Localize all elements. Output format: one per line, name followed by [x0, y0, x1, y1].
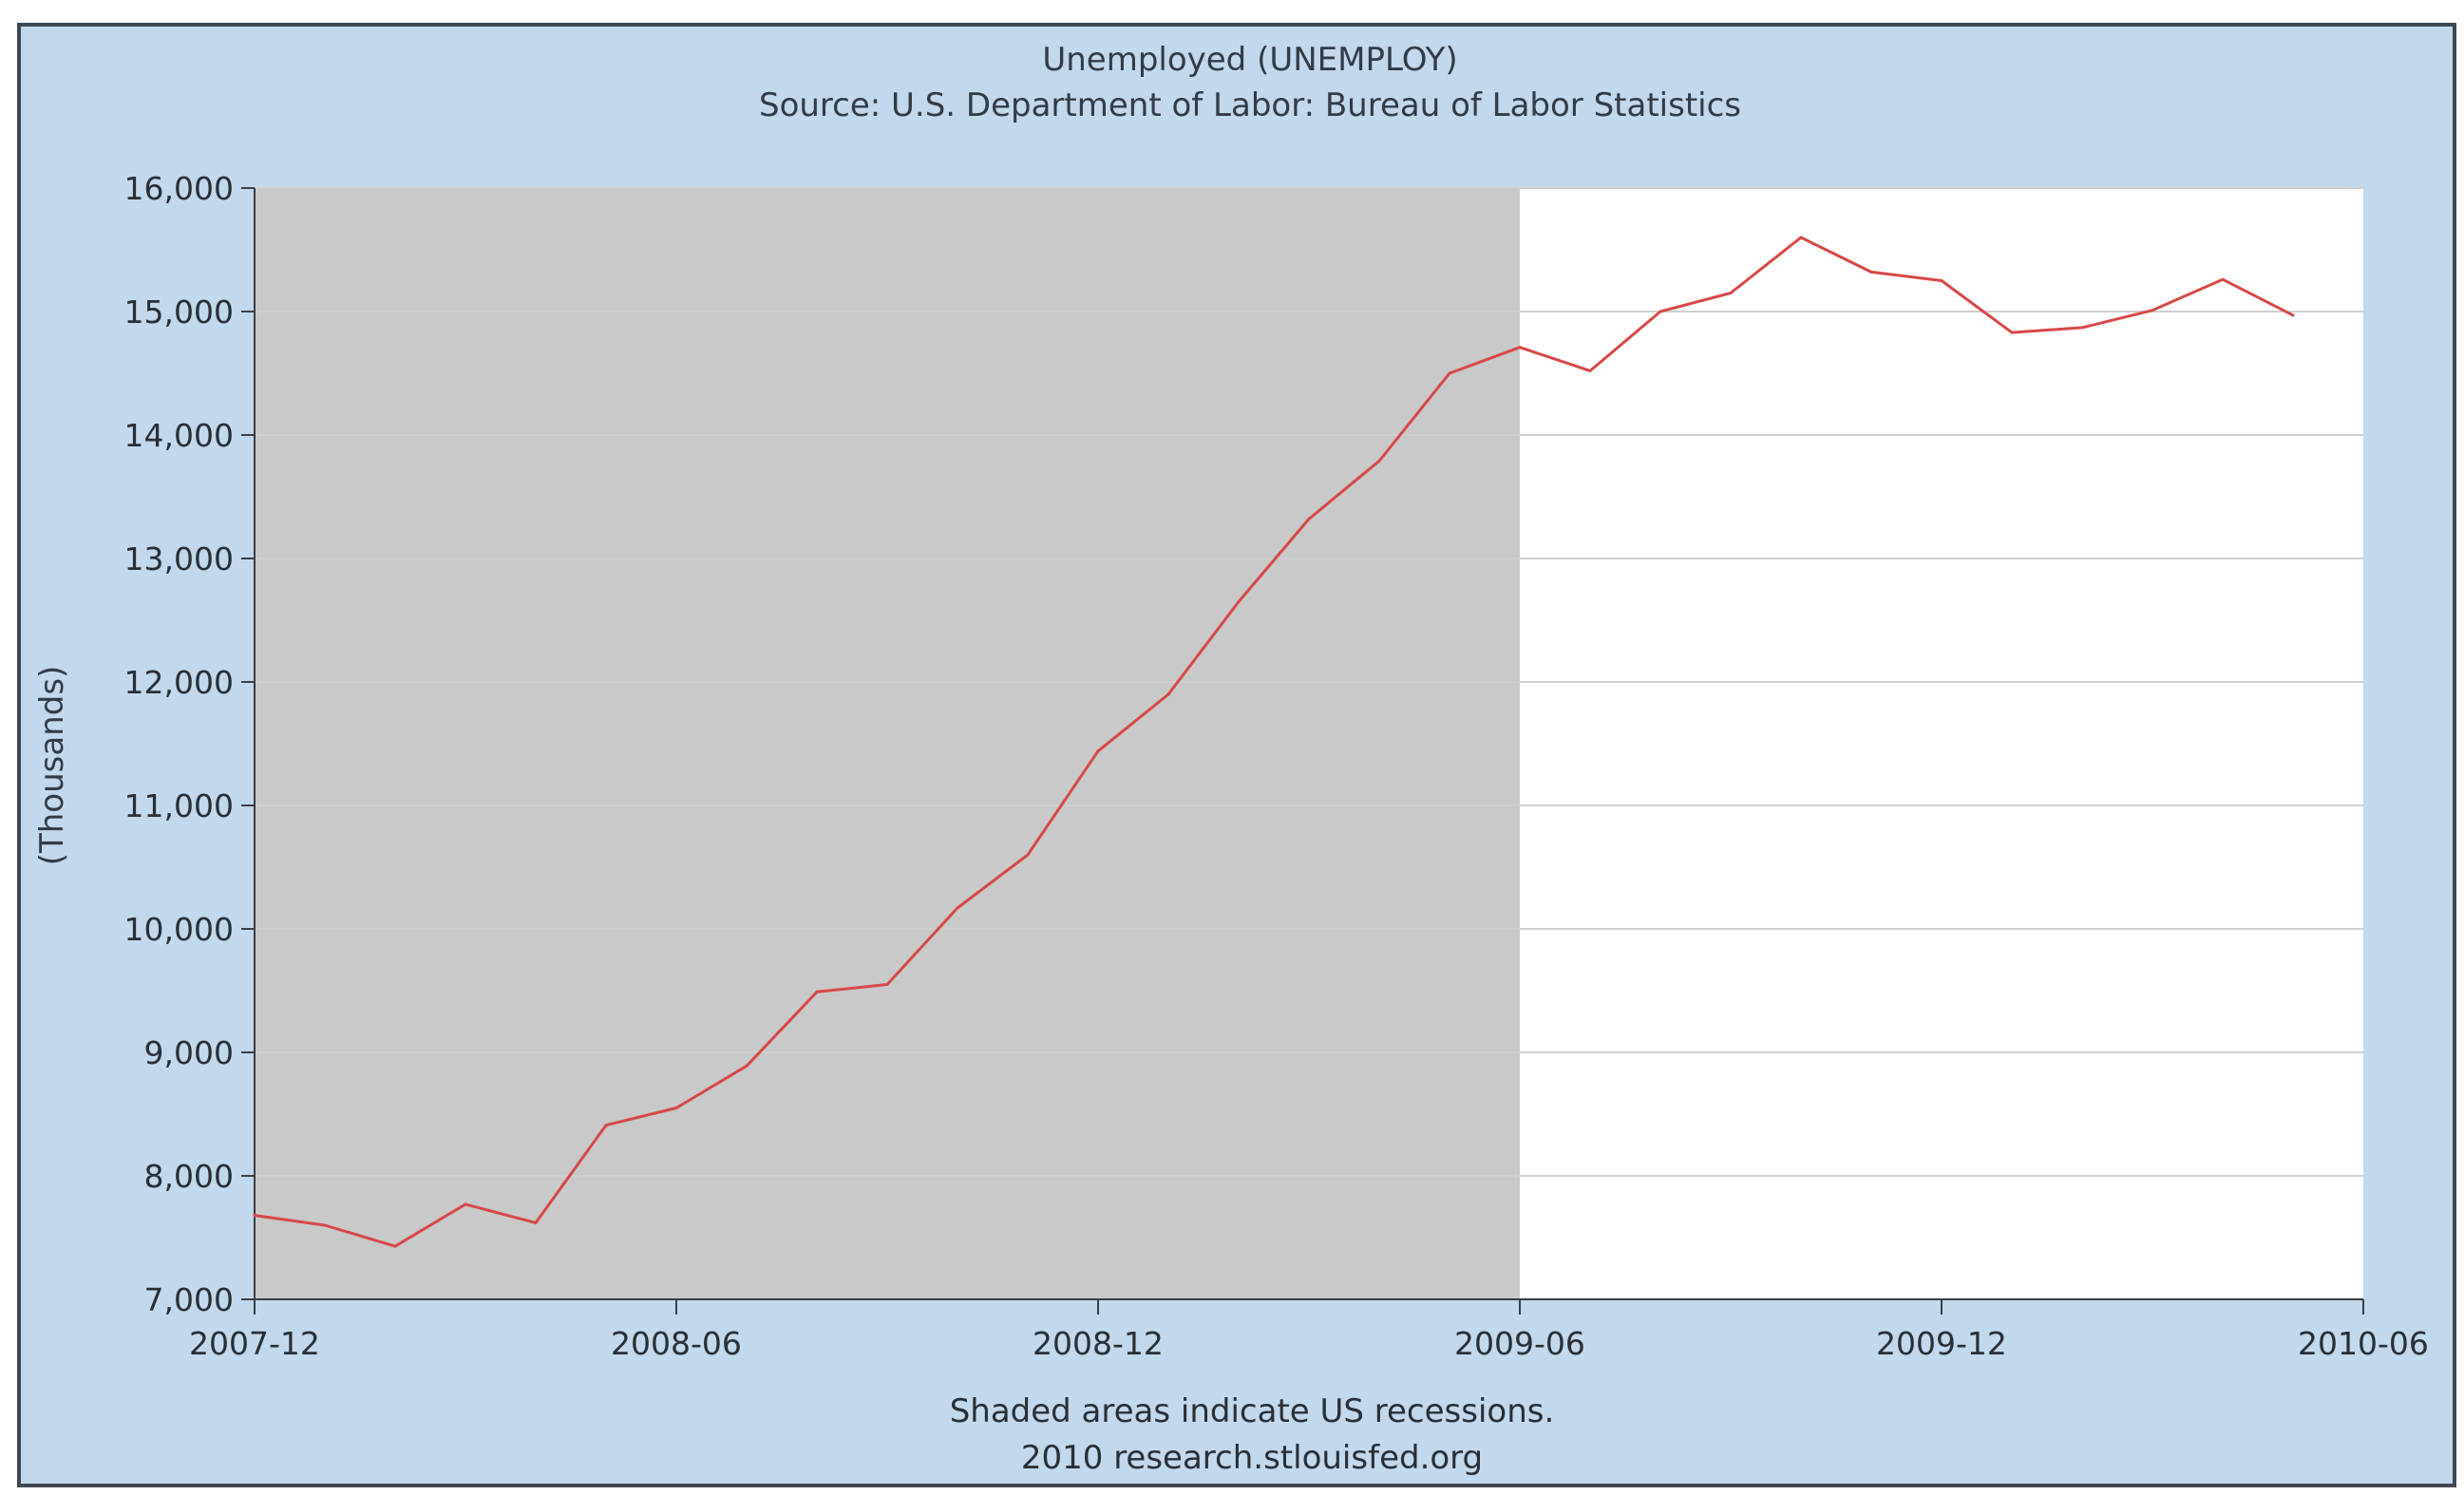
data-point [253, 1214, 256, 1218]
data-point [745, 1064, 749, 1068]
y-tick-label: 16,000 [124, 170, 234, 207]
y-tick-label: 13,000 [124, 540, 234, 577]
data-point [1869, 270, 1873, 274]
x-tick-label: 2008-12 [1033, 1325, 1164, 1362]
x-tick-label: 2010-06 [2298, 1325, 2429, 1362]
data-point [1026, 853, 1030, 857]
data-point [1096, 749, 1100, 753]
data-point [1799, 236, 1803, 239]
data-point [393, 1244, 397, 1248]
data-point [956, 906, 959, 910]
note-recessions: Shaded areas indicate US recessions. [950, 1392, 1555, 1430]
x-tick-label: 2009-12 [1876, 1325, 2007, 1362]
y-tick-label: 9,000 [144, 1034, 234, 1071]
y-tick-label: 14,000 [124, 417, 234, 454]
data-point [1940, 279, 1943, 282]
plot-area: 16,000 15,000 14,000 13,000 12,000 11,000 10,0… [124, 170, 2429, 1362]
y-tick-label: 11,000 [124, 787, 234, 824]
data-point [604, 1124, 608, 1127]
chart-subtitle: Source: U.S. Department of Labor: Bureau… [759, 86, 1741, 124]
data-point [1237, 600, 1241, 603]
y-tick-label: 7,000 [144, 1281, 234, 1318]
x-tick-label: 2009-06 [1454, 1325, 1585, 1362]
data-point [1448, 371, 1451, 375]
y-tick-label: 10,000 [124, 911, 234, 948]
data-point [1377, 459, 1381, 463]
data-point [323, 1223, 327, 1227]
y-tick-label: 15,000 [124, 293, 234, 331]
x-tick-label: 2007-12 [189, 1325, 320, 1362]
data-point [2221, 277, 2225, 281]
data-point [534, 1221, 538, 1224]
series-line [253, 236, 2295, 1248]
data-point [815, 990, 819, 994]
data-point [1729, 292, 1733, 294]
data-point [464, 1202, 467, 1206]
data-point [885, 983, 889, 986]
y-tick-label: 8,000 [144, 1158, 234, 1195]
data-point [2151, 309, 2154, 312]
y-axis-label: (Thousands) [33, 666, 71, 866]
x-tick-label: 2008-06 [611, 1325, 742, 1362]
data-point [2291, 313, 2295, 317]
data-point [2010, 331, 2014, 334]
y-tick-label: 12,000 [124, 664, 234, 701]
chart-title: Unemployed (UNEMPLOY) [1042, 41, 1457, 79]
data-point [2080, 326, 2084, 330]
data-point [1307, 517, 1311, 520]
data-point [1518, 346, 1522, 350]
data-point [1166, 692, 1170, 696]
data-point [1588, 369, 1592, 372]
note-source: 2010 research.stlouisfed.org [1021, 1439, 1483, 1477]
data-point [674, 1107, 678, 1109]
data-point [1658, 310, 1662, 313]
recession-shading [255, 188, 1520, 1299]
